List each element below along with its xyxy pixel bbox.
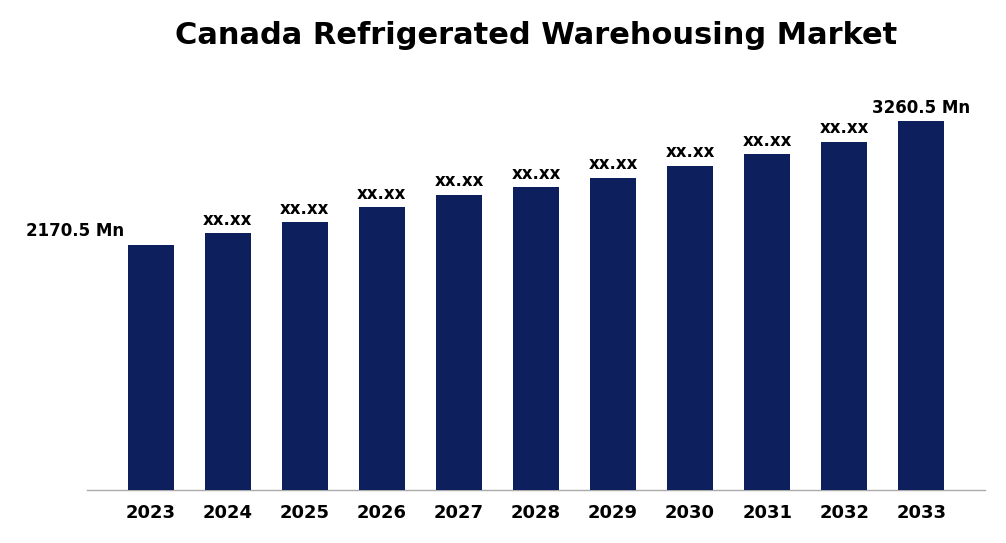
Text: xx.xx: xx.xx bbox=[203, 211, 253, 229]
Bar bbox=[128, 245, 174, 490]
Text: xx.xx: xx.xx bbox=[820, 119, 869, 137]
Bar bbox=[205, 233, 250, 490]
Text: xx.xx: xx.xx bbox=[511, 165, 560, 182]
Text: 2170.5 Mn: 2170.5 Mn bbox=[26, 222, 124, 240]
Text: xx.xx: xx.xx bbox=[665, 143, 715, 161]
Bar bbox=[744, 154, 791, 490]
Text: xx.xx: xx.xx bbox=[357, 185, 406, 203]
Bar bbox=[821, 142, 867, 490]
Text: 3260.5 Mn: 3260.5 Mn bbox=[872, 99, 970, 117]
Text: xx.xx: xx.xx bbox=[589, 155, 638, 173]
Bar bbox=[436, 195, 482, 490]
Text: xx.xx: xx.xx bbox=[435, 173, 484, 191]
Bar bbox=[282, 222, 328, 490]
Text: xx.xx: xx.xx bbox=[742, 132, 792, 150]
Bar bbox=[667, 166, 713, 490]
Bar bbox=[513, 187, 559, 490]
Bar bbox=[898, 121, 945, 490]
Bar bbox=[590, 178, 636, 490]
Text: xx.xx: xx.xx bbox=[281, 200, 330, 218]
Title: Canada Refrigerated Warehousing Market: Canada Refrigerated Warehousing Market bbox=[175, 21, 897, 50]
Bar bbox=[359, 207, 405, 490]
